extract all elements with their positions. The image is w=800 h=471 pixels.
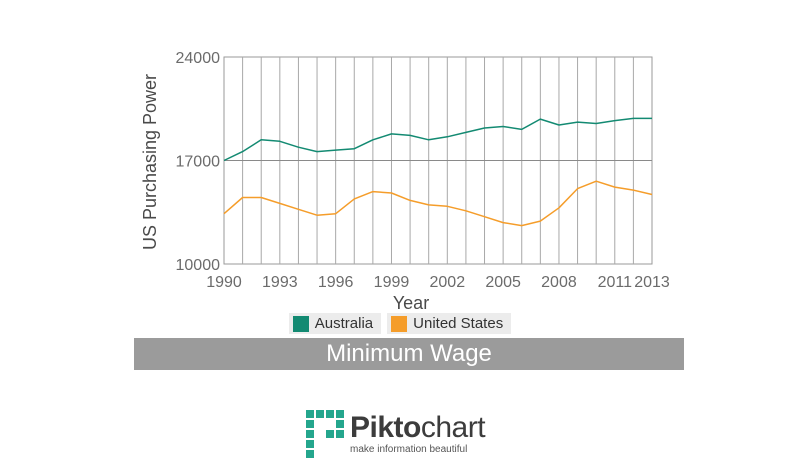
- legend-item-united-states: United States: [387, 313, 512, 334]
- chart-tick-labels: 10000 17000 24000 1990 1993 1996 1999 2002 2005 2…: [176, 50, 670, 291]
- legend-swatch-australia: [292, 315, 309, 332]
- brand-name-rest: chart: [420, 411, 486, 444]
- chart-title-banner: Minimum Wage: [134, 338, 684, 370]
- x-tick-label: 1993: [262, 274, 298, 291]
- brand-text: Piktochart make information beautiful: [350, 411, 486, 456]
- series-line-australia: [223, 117, 652, 162]
- x-tick-label: 2005: [485, 274, 521, 291]
- legend-item-australia: Australia: [288, 313, 382, 334]
- y-tick-label: 24000: [176, 50, 221, 67]
- x-tick-label: 2008: [541, 274, 577, 291]
- piktochart-branding: Piktochart make information beautiful: [306, 410, 486, 458]
- piktochart-logo-icon: [306, 410, 344, 458]
- x-tick-label: 2013: [634, 274, 670, 291]
- x-tick-label: 2002: [430, 274, 466, 291]
- y-tick-label: 17000: [176, 154, 221, 171]
- chart-grid: [223, 56, 653, 265]
- x-tick-label: 1990: [206, 274, 242, 291]
- y-axis-title: US Purchasing Power: [140, 74, 160, 250]
- legend-label-united-states: United States: [413, 315, 504, 332]
- chart-legend: Australia United States: [0, 313, 800, 334]
- brand-tagline: make information beautiful: [350, 444, 468, 455]
- x-tick-label: 2011: [598, 274, 633, 291]
- brand-name-bold: Pikto: [350, 411, 421, 444]
- series-line-united-states: [223, 180, 653, 227]
- x-axis-title: Year: [393, 293, 429, 313]
- x-tick-label: 1999: [374, 274, 410, 291]
- brand-name: Piktochart: [350, 411, 486, 444]
- legend-swatch-united-states: [391, 315, 408, 332]
- chart-title: Minimum Wage: [326, 340, 492, 367]
- chart-series: [223, 117, 653, 227]
- legend-label-australia: Australia: [314, 315, 374, 332]
- y-tick-label: 10000: [176, 257, 221, 274]
- x-tick-label: 1996: [318, 274, 354, 291]
